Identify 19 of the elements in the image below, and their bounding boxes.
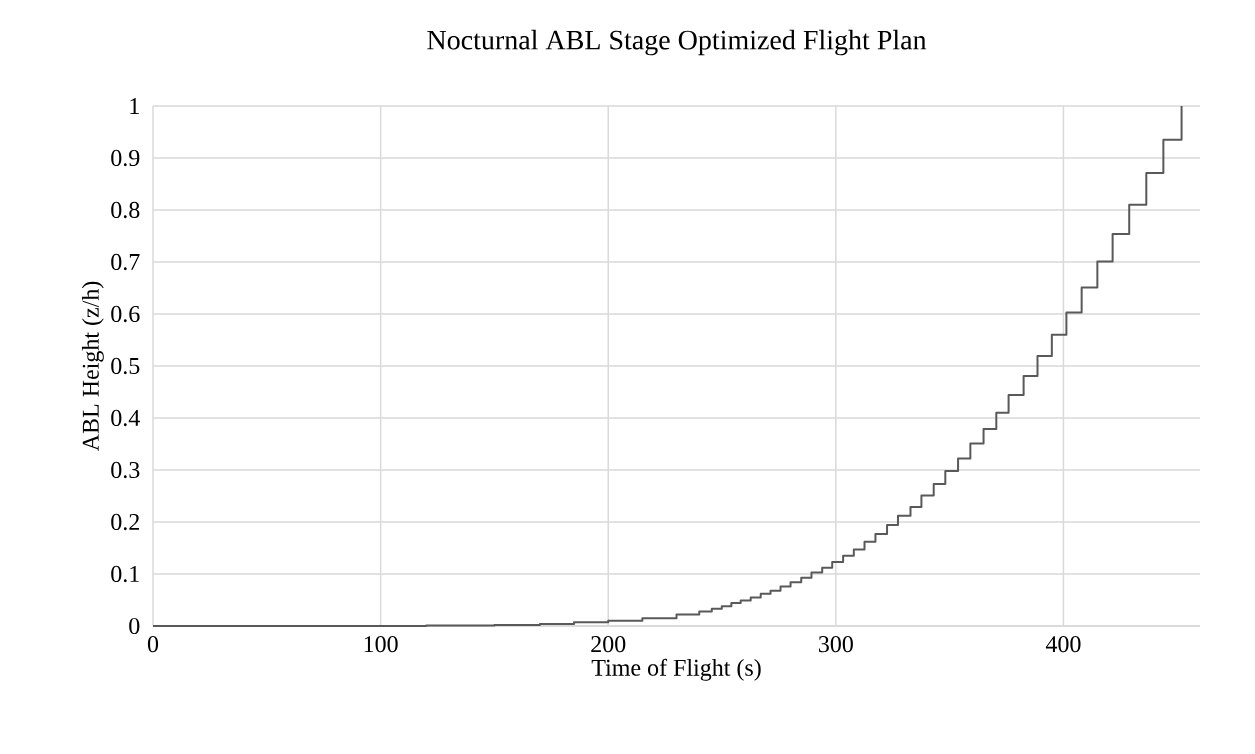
y-tick-label: 0 (129, 617, 140, 635)
x-tick-label: 400 (1045, 636, 1081, 653)
y-tick-label: 0.6 (111, 305, 140, 323)
y-tick-label: 1 (130, 98, 139, 114)
y-tick-label: 0.3 (111, 461, 140, 479)
y-tick-label: 0.5 (111, 357, 140, 375)
x-axis-title: Time of Flight (s) (591, 658, 761, 681)
x-tick-label: 0 (147, 636, 159, 653)
y-tick-label: 0.8 (111, 201, 140, 219)
y-tick-label: 0.1 (111, 565, 139, 583)
chart-title: Nocturnal ABL Stage Optimized Flight Plan (427, 29, 927, 56)
x-tick-label: 300 (818, 636, 853, 653)
x-tick-label: 200 (591, 636, 626, 653)
y-tick-label: 0.9 (111, 149, 140, 167)
y-axis-title: ABL Height (z/h) (81, 281, 104, 452)
y-tick-label: 0.7 (111, 253, 140, 271)
x-tick-label: 100 (364, 636, 398, 653)
y-tick-label: 0.4 (111, 409, 140, 427)
y-tick-label: 0.2 (111, 513, 139, 531)
